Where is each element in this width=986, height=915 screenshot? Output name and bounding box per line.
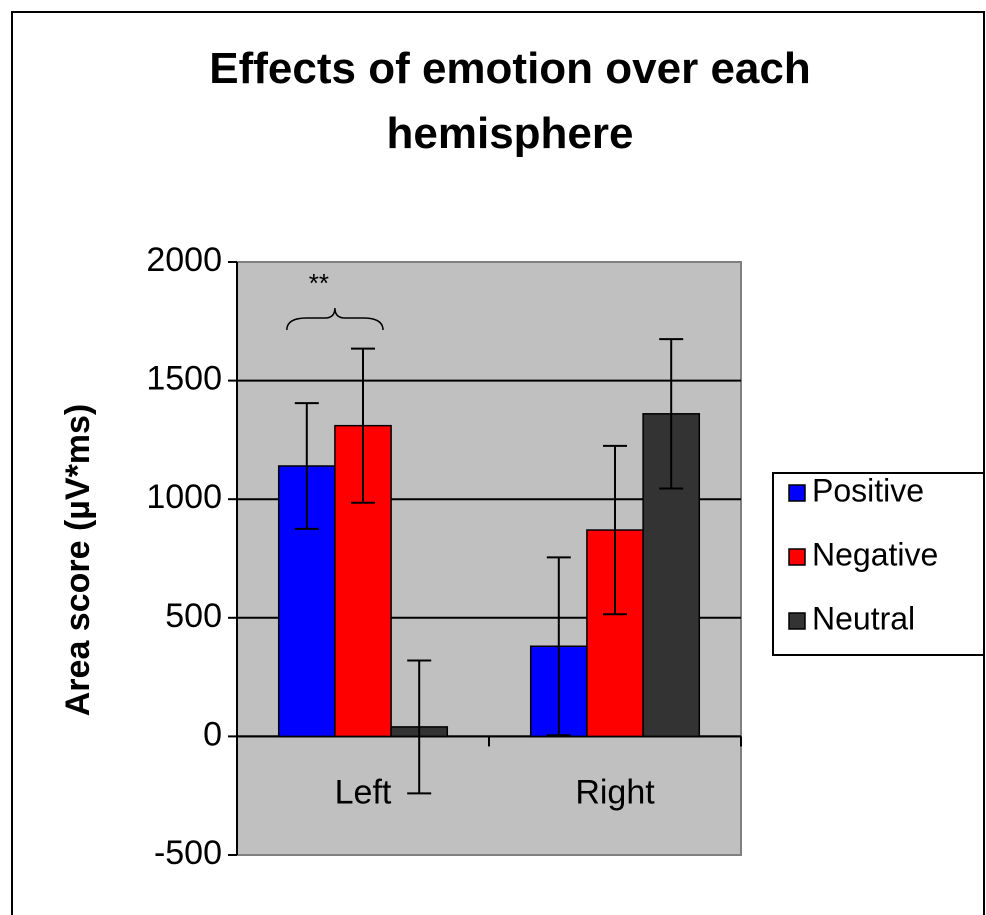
legend-swatch xyxy=(788,484,806,502)
error-bar xyxy=(294,402,319,530)
y-tick-label: 1000 xyxy=(146,478,222,516)
error-bar xyxy=(603,444,627,616)
annotation: ** xyxy=(309,268,329,298)
legend-label: Positive xyxy=(812,472,924,508)
error-bar xyxy=(407,659,432,795)
y-tick-label: 0 xyxy=(203,715,222,753)
error-bar xyxy=(659,338,684,490)
x-tick-label: Right xyxy=(575,773,655,811)
y-tick-label: 1500 xyxy=(146,360,222,398)
bar xyxy=(642,413,701,738)
legend-label: Negative xyxy=(812,536,938,572)
x-tick-label: Left xyxy=(335,773,392,811)
y-axis-label: Area score (µV*ms) xyxy=(59,404,97,717)
frame xyxy=(11,11,985,915)
legend-swatch xyxy=(788,548,806,566)
significance-brace xyxy=(286,307,384,331)
y-tick-label: -500 xyxy=(154,834,222,872)
y-tick-label: 500 xyxy=(165,597,222,635)
legend-label: Neutral xyxy=(812,600,915,636)
legend-swatch xyxy=(788,612,806,630)
legend xyxy=(772,472,985,656)
y-tick-label: 2000 xyxy=(146,241,222,279)
error-bar xyxy=(546,556,571,737)
error-bar xyxy=(351,347,375,504)
chart-title: Effects of emotion over each hemisphere xyxy=(209,44,811,158)
